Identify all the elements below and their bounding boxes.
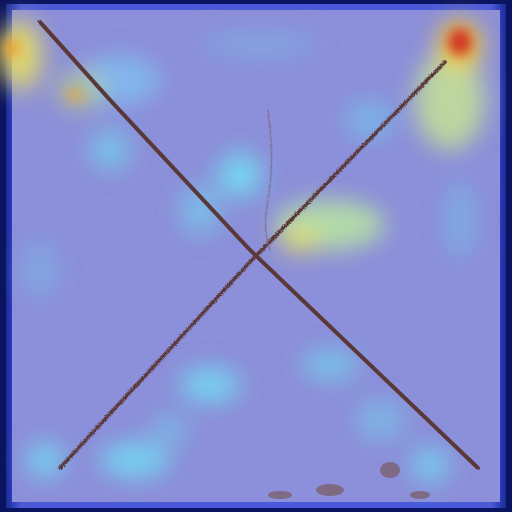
heat-blob bbox=[90, 130, 130, 170]
heat-blob bbox=[180, 185, 220, 235]
stain bbox=[316, 484, 344, 496]
heat-blob bbox=[200, 33, 320, 57]
surface-stains bbox=[268, 462, 430, 499]
heat-blob bbox=[302, 350, 358, 380]
heat-blob bbox=[0, 20, 42, 90]
cracks bbox=[38, 20, 480, 470]
heat-blob bbox=[100, 442, 170, 478]
stain bbox=[268, 491, 292, 499]
heat-blob bbox=[218, 153, 262, 197]
heat-blob bbox=[180, 367, 240, 403]
hairline-crack bbox=[264, 109, 273, 251]
crack-diagonal bbox=[58, 60, 447, 470]
heat-blob bbox=[22, 240, 58, 300]
stain bbox=[380, 462, 400, 478]
heat-blob bbox=[27, 442, 63, 478]
heat-blob bbox=[445, 180, 475, 260]
heat-blob bbox=[355, 400, 405, 440]
heat-blob bbox=[150, 415, 190, 445]
heat-blob bbox=[280, 228, 320, 252]
heat-blob bbox=[410, 447, 450, 483]
heatmap-hotspots bbox=[4, 28, 472, 101]
crack-diagonal bbox=[38, 20, 480, 470]
hotspot bbox=[65, 89, 85, 101]
heatmap-blobs bbox=[0, 20, 485, 483]
hotspot bbox=[448, 28, 472, 56]
hotspot bbox=[4, 38, 20, 58]
heat-blob bbox=[345, 100, 395, 140]
stain bbox=[410, 491, 430, 499]
